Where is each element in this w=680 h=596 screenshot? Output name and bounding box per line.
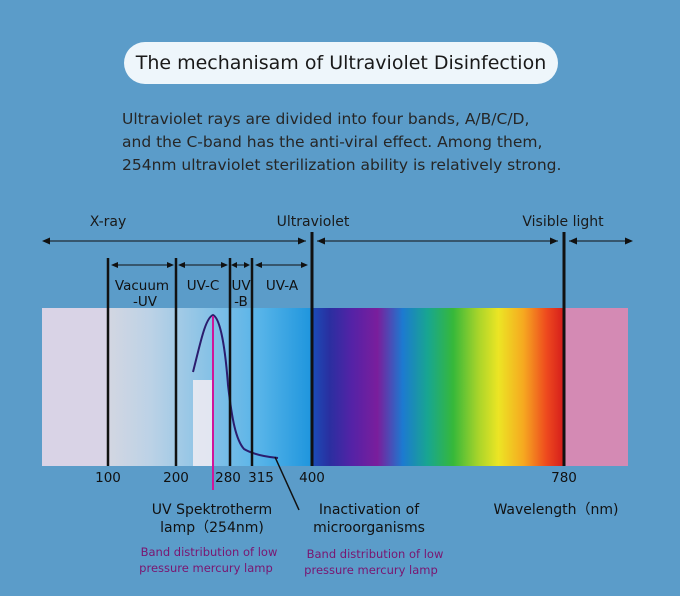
lamp-band-highlight — [193, 380, 213, 466]
region-arrows — [42, 237, 633, 245]
visible-light-label: Visible light — [522, 214, 604, 230]
xray-region-bar — [42, 308, 110, 466]
inactivation-caption-1: Inactivation of — [319, 502, 420, 518]
tick-label-100: 100 — [95, 470, 121, 486]
ultraviolet-label: Ultraviolet — [277, 214, 350, 230]
intro-line-2: and the C-band has the anti-viral effect… — [122, 133, 543, 151]
visible-spectrum-bar — [312, 308, 564, 466]
uva-label: UV-A — [266, 278, 299, 294]
band-dist-caption-2a: Band distribution of low — [307, 547, 444, 561]
xray-label: X-ray — [90, 214, 127, 230]
tick-label-280: 280 — [215, 470, 241, 486]
inactivation-caption-2: microorganisms — [313, 520, 425, 536]
band-dist-caption-1b: pressure mercury lamp — [139, 561, 273, 575]
tick-label-315: 315 — [248, 470, 274, 486]
uvc-label: UV-C — [187, 278, 220, 294]
lamp-caption-1: UV Spektrotherm — [152, 502, 272, 518]
tick-label-780: 780 — [551, 470, 577, 486]
vacuum-uv-label: Vacuum — [115, 278, 169, 294]
vacuum-uv-label-2: -UV — [133, 294, 158, 310]
inactivation-pointer — [274, 456, 300, 511]
lamp-caption-2: lamp（254nm) — [160, 520, 264, 536]
tick-label-400: 400 — [299, 470, 325, 486]
intro-line-1: Ultraviolet rays are divided into four b… — [122, 110, 530, 128]
wavelength-unit-label: Wavelength（nm) — [493, 502, 618, 518]
band-dist-caption-2b: pressure mercury lamp — [304, 563, 438, 577]
tick-label-200: 200 — [163, 470, 189, 486]
infrared-region-bar — [564, 308, 628, 466]
band-arrows — [111, 262, 308, 268]
uvb-label-2: -B — [234, 294, 248, 310]
intro-line-3: 254nm ultraviolet sterilization ability … — [122, 156, 562, 174]
uvb-label: UV — [231, 278, 251, 294]
band-dist-caption-1a: Band distribution of low — [141, 545, 278, 559]
page-title: The mechanisam of Ultraviolet Disinfecti… — [124, 42, 558, 84]
boundary-lines — [106, 232, 566, 466]
